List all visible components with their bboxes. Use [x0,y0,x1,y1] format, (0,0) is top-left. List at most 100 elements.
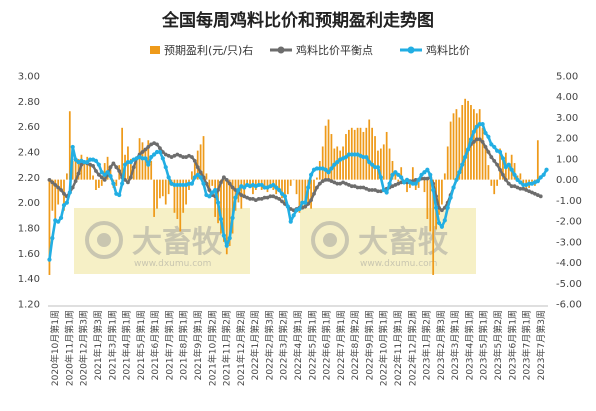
profit-bar [205,173,208,180]
profit-bar [68,111,71,180]
breakeven-point [309,198,313,203]
profit-bar [223,179,225,242]
profit-bar [281,179,283,199]
profit-bar [502,158,504,180]
ratio-point [535,179,540,184]
breakeven-point [201,175,206,180]
profit-bar [388,148,391,180]
profit-bar [455,109,458,180]
ratio-point [463,154,468,160]
profit-bar [193,163,196,180]
breakeven-point [149,142,154,147]
breakeven-point [221,175,226,180]
profit-bar [167,179,170,195]
ratio-point [210,190,215,195]
breakeven-point [326,177,331,182]
ratio-point [527,181,532,186]
ratio-point [497,149,503,155]
profit-bar [286,179,289,195]
breakeven-point [477,137,482,142]
ratio-point [215,200,221,205]
watermark-logo-icon [85,221,123,259]
ratio-point [538,175,543,180]
breakeven-point [160,150,165,154]
profit-bar [51,179,54,211]
breakeven-point [393,183,398,187]
profit-bar [327,119,330,180]
x-tick-label: 2022年5月第1周 [306,310,318,380]
profit-bar [54,179,57,222]
profit-bar [464,98,467,180]
profit-bar [173,179,176,213]
x-tick-label: 2021年9月第1周 [192,310,204,380]
breakeven-point [335,181,340,186]
profit-bar [191,171,193,180]
ratio-point [128,160,133,165]
breakeven-point [367,188,372,192]
breakeven-point [515,185,520,190]
breakeven-point [102,177,107,182]
ratio-point [326,170,331,175]
profit-bar [86,156,89,180]
profit-bar [153,179,155,217]
profit-bar [228,179,231,246]
breakeven-point [332,180,337,185]
ratio-point [236,187,241,193]
x-tick-label: 2021年1月第3周 [92,310,104,380]
profit-bar [493,179,496,195]
profit-bar [432,179,435,275]
x-tick-label: 2023年7月第1周 [521,310,533,380]
y-left-tick-label: 2.20 [18,173,40,184]
ratio-point [433,205,439,210]
breakeven-point [320,179,325,184]
ratio-line [47,122,549,262]
profit-bar [211,179,214,186]
profit-bar [298,179,301,213]
profit-bar [292,179,295,181]
breakeven-point [227,181,232,186]
y-right-tick-label: -5.00 [556,279,582,290]
ratio-point [85,160,90,165]
x-tick-label: 2023年3月第1周 [449,310,461,380]
ratio-point [108,173,113,179]
ratio-point [306,185,311,190]
ratio-point [56,219,61,224]
breakeven-point [175,152,180,157]
breakeven-point [117,169,122,173]
profit-bar [417,179,420,188]
x-tick-label: 2022年8月第2周 [349,310,361,380]
ratio-point [483,130,488,136]
profit-bar [496,179,498,186]
x-tick-label: 2022年2月第3周 [263,310,275,380]
profit-bar [458,117,461,180]
breakeven-point [530,190,534,195]
ratio-point [282,194,288,199]
profit-bar [57,179,60,205]
x-tick-label: 2020年10月第1周 [49,310,61,386]
y-right-tick-label: 5.00 [556,72,578,83]
breakeven-point [62,191,66,196]
ratio-point [111,181,116,186]
breakeven-point [524,188,529,192]
breakeven-point [425,176,430,181]
breakeven-point [189,155,194,159]
breakeven-point [166,153,171,158]
breakeven-point [358,185,363,190]
profit-bar [423,179,426,193]
x-tick-label: 2022年10月第1周 [378,310,390,386]
ratio-point [439,224,444,229]
ratio-point [451,185,456,190]
ratio-point [428,172,433,177]
ratio-point [207,194,212,199]
profit-bar [475,113,478,180]
breakeven-point [535,193,540,197]
x-tick-label: 2021年4月第1周 [121,310,133,380]
profit-bar [98,179,100,188]
breakeven-point [253,198,258,203]
profit-bar [406,179,408,193]
ratio-point [146,162,151,167]
ratio-point [506,162,511,167]
breakeven-point [439,208,444,213]
ratio-point [271,182,276,188]
